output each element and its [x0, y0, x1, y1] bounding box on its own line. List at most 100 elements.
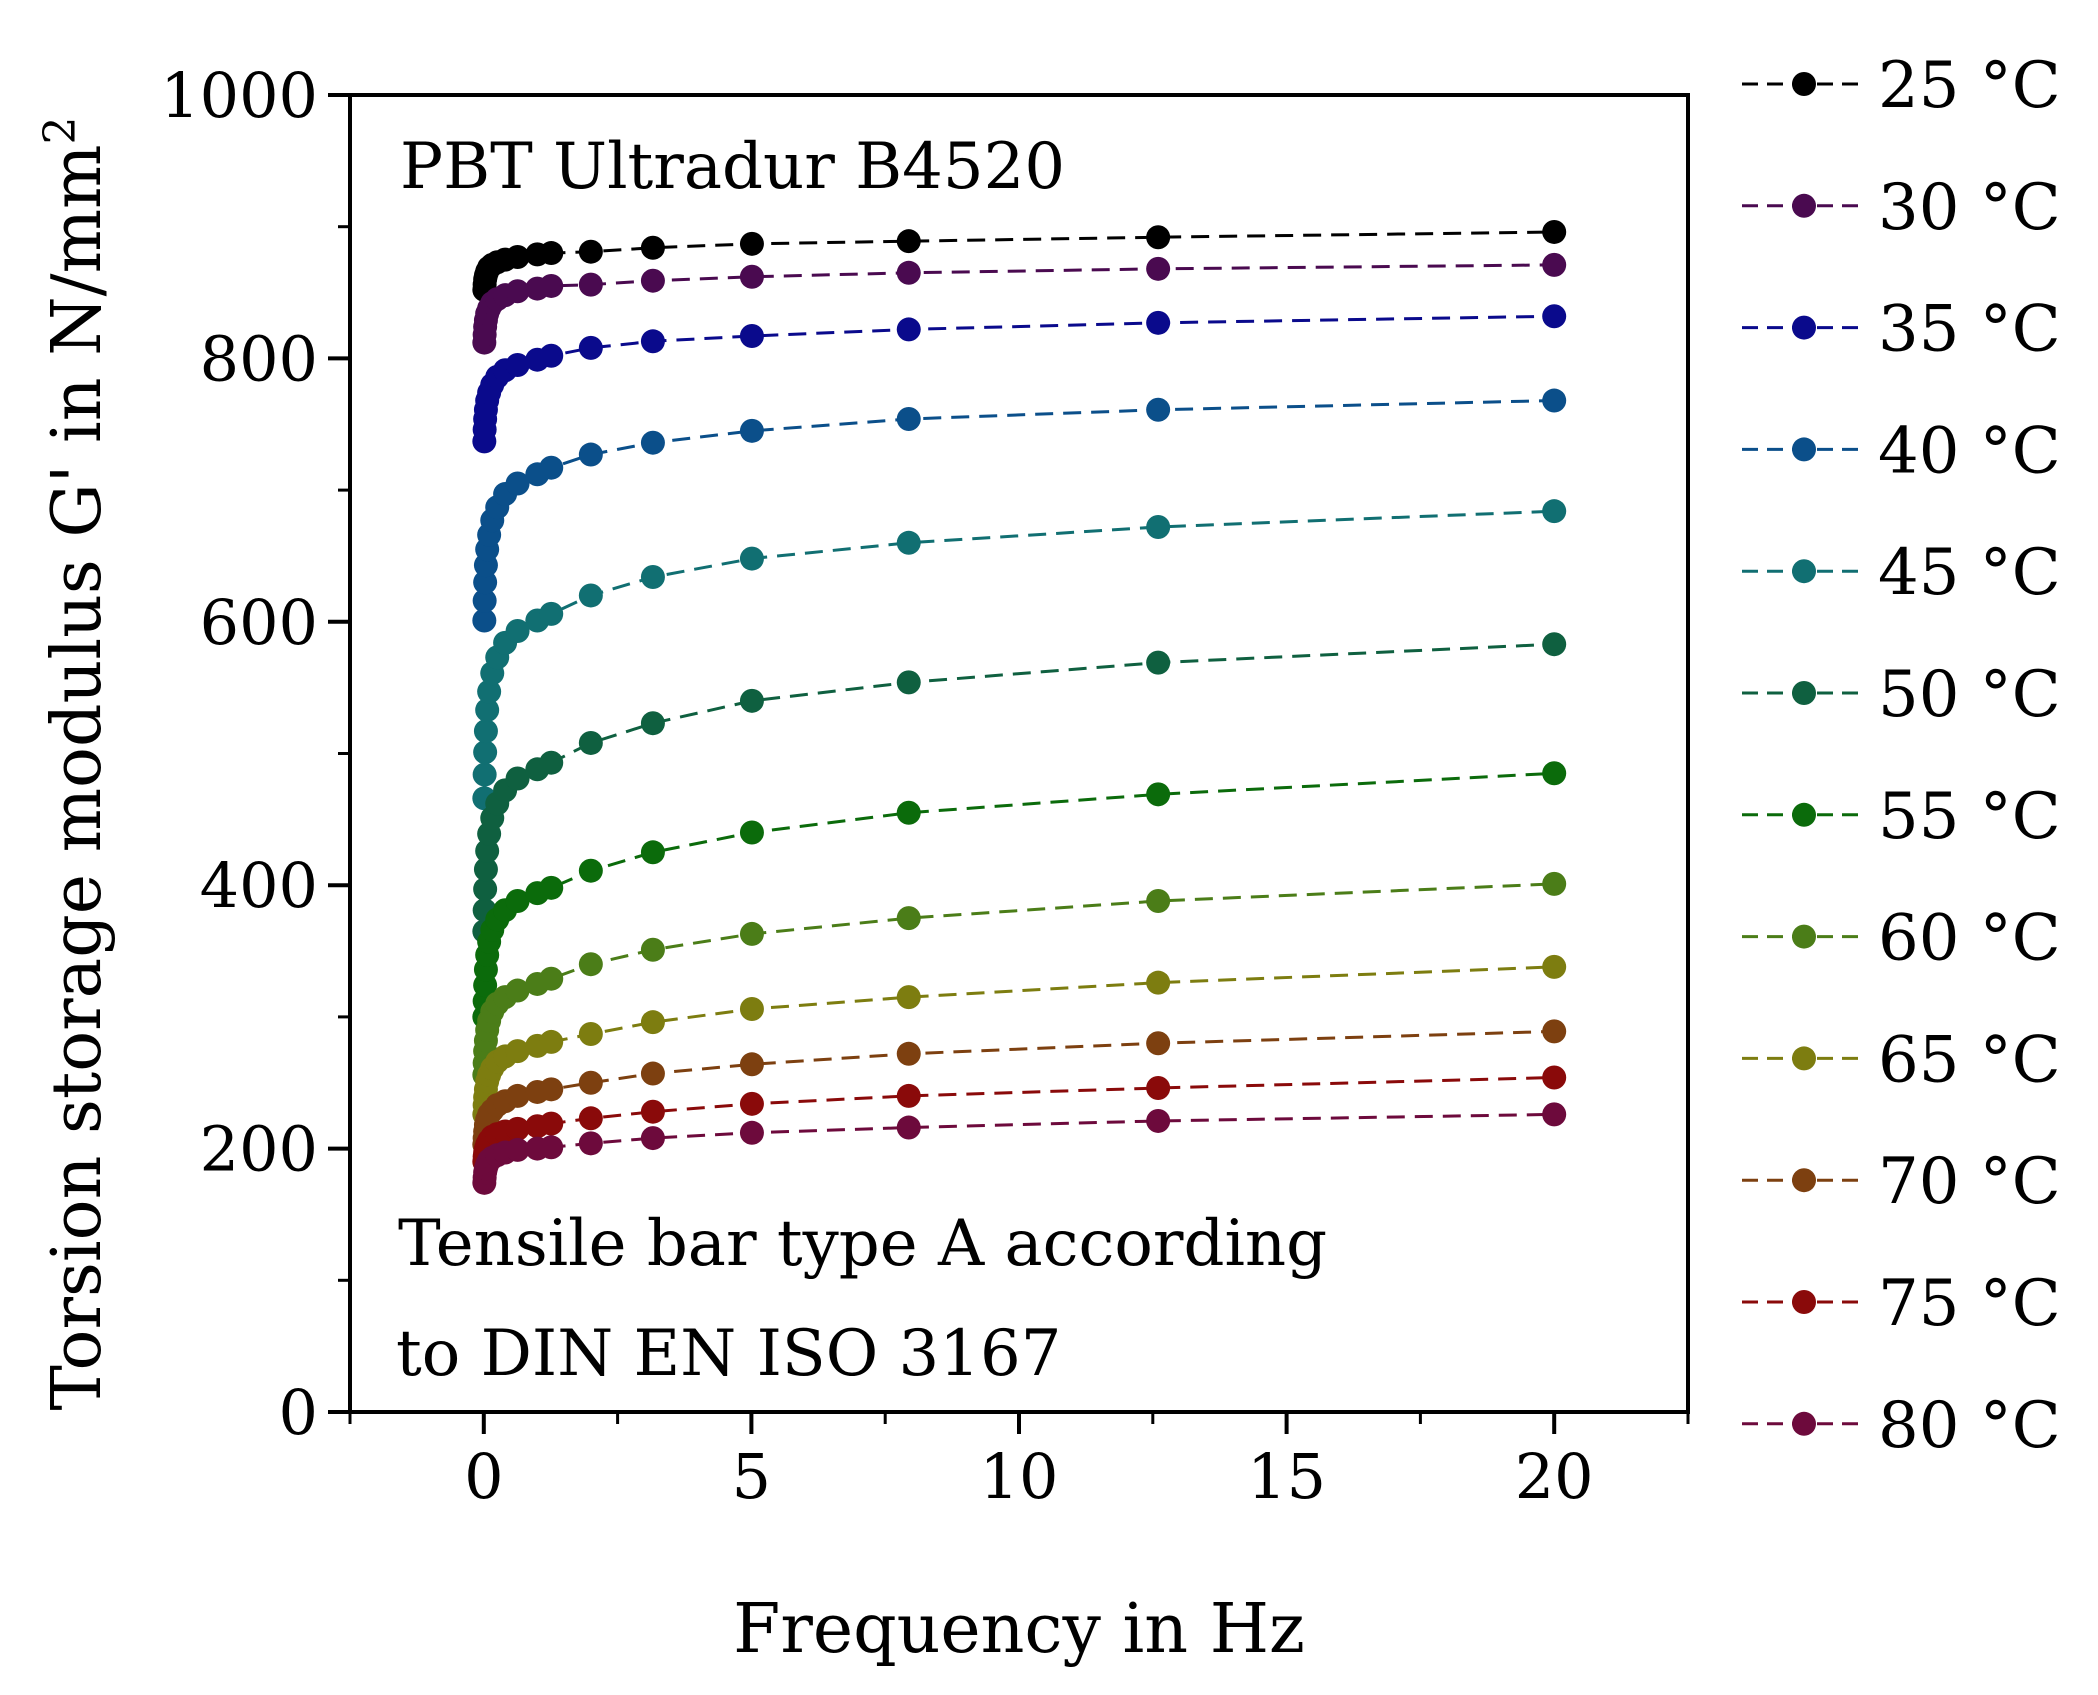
data-point — [640, 329, 665, 354]
data-point — [578, 730, 603, 755]
data-point — [1146, 1076, 1171, 1101]
data-point — [473, 570, 498, 595]
data-point — [539, 966, 564, 991]
data-point — [1146, 514, 1171, 539]
data-point — [505, 279, 530, 304]
data-point — [1146, 970, 1171, 995]
data-point — [578, 1106, 603, 1131]
series-line — [482, 965, 1555, 1115]
data-point — [1146, 782, 1171, 807]
legend-label: 65 °C — [1878, 1023, 2061, 1097]
data-point — [739, 264, 764, 289]
data-point — [640, 840, 665, 865]
data-point — [578, 583, 603, 608]
data-point — [539, 1135, 564, 1160]
legend-item: 80 °C — [1742, 1389, 2061, 1463]
annotation-specimen-line-1: Tensile bar type A according — [398, 1207, 1327, 1281]
data-point — [505, 978, 530, 1003]
x-tick-label: 5 — [732, 1440, 771, 1513]
data-point — [1542, 761, 1567, 786]
data-point — [1542, 871, 1567, 896]
data-point — [739, 1052, 764, 1077]
y-tick-label: 200 — [200, 1113, 318, 1186]
data-point — [1542, 1065, 1567, 1090]
legend-marker — [1792, 315, 1816, 340]
legend-marker — [1792, 193, 1816, 218]
data-point — [539, 241, 564, 266]
data-point — [640, 268, 665, 293]
series-35c — [472, 304, 1567, 454]
y-axis-title: Torsion storage modulus G' in N/mm2 — [35, 116, 118, 1410]
legend-item: 60 °C — [1742, 902, 2061, 976]
legend-item: 50 °C — [1742, 658, 2061, 732]
data-point — [505, 1116, 530, 1141]
series-80c — [472, 1102, 1567, 1195]
data-point — [578, 858, 603, 883]
x-tick-label: 10 — [980, 1440, 1059, 1513]
data-point — [896, 800, 921, 825]
data-point — [896, 670, 921, 695]
legend-marker — [1792, 72, 1816, 96]
legend-item: 25 °C — [1742, 49, 2061, 123]
y-axis-title-superscript: 2 — [35, 116, 86, 144]
data-point — [1542, 304, 1567, 329]
data-point — [896, 1115, 921, 1140]
series-25c — [472, 219, 1567, 302]
data-point — [896, 317, 921, 342]
data-point — [1542, 1019, 1567, 1044]
data-point — [640, 430, 665, 455]
series-45c — [472, 499, 1567, 811]
legend-marker — [1792, 924, 1816, 949]
legend-item: 30 °C — [1742, 171, 2061, 245]
data-point — [1146, 256, 1171, 281]
y-tick-label: 800 — [200, 322, 318, 395]
data-point — [539, 1077, 564, 1102]
legend-marker — [1792, 559, 1816, 584]
data-point — [1542, 388, 1567, 413]
data-point — [896, 1083, 921, 1108]
legend-item: 45 °C — [1742, 536, 2061, 610]
data-point — [640, 1061, 665, 1086]
data-point — [739, 921, 764, 946]
data-point — [1146, 397, 1171, 422]
y-tick-label: 400 — [200, 849, 318, 922]
x-tick-label: 15 — [1247, 1440, 1326, 1513]
data-point — [472, 588, 497, 613]
data-point — [505, 352, 530, 377]
legend-label: 70 °C — [1878, 1145, 2061, 1219]
series-55c — [472, 761, 1567, 1029]
data-point — [739, 1091, 764, 1116]
data-point — [473, 740, 498, 765]
y-tick-label: 600 — [200, 586, 318, 659]
legend-item: 40 °C — [1742, 414, 2061, 488]
data-point — [505, 889, 530, 914]
data-point — [578, 1070, 603, 1095]
data-point — [539, 750, 564, 775]
data-point — [505, 244, 530, 269]
data-point — [578, 442, 603, 467]
legend-label: 50 °C — [1878, 658, 2061, 732]
data-point — [578, 335, 603, 360]
series-40c — [472, 388, 1567, 633]
data-point — [539, 273, 564, 298]
y-tick-label: 0 — [279, 1376, 318, 1449]
data-point — [539, 1029, 564, 1054]
data-point — [477, 679, 502, 704]
data-point — [739, 231, 764, 256]
y-axis-title-main: Torsion storage modulus G' in N/mm — [38, 144, 117, 1410]
data-point — [578, 272, 603, 297]
data-point — [472, 762, 497, 787]
data-point — [640, 711, 665, 736]
data-point — [896, 985, 921, 1010]
series-70c — [472, 1019, 1567, 1157]
data-point — [1146, 310, 1171, 335]
legend-marker — [1792, 802, 1816, 827]
data-point — [640, 1126, 665, 1151]
data-point — [739, 820, 764, 845]
data-point — [739, 1120, 764, 1145]
legend-label: 25 °C — [1878, 49, 2061, 123]
data-point — [896, 906, 921, 931]
legend-item: 70 °C — [1742, 1145, 2061, 1219]
legend-item: 75 °C — [1742, 1267, 2061, 1341]
